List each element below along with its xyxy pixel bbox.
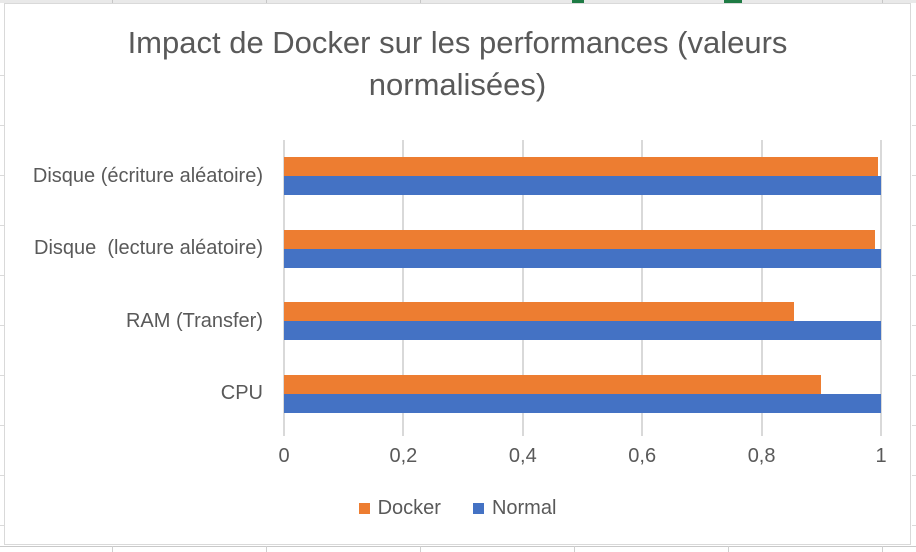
category-label: CPU [220, 382, 263, 405]
x-axis-tick [641, 429, 644, 436]
x-axis-tick [760, 429, 763, 436]
sheet-row-border [912, 525, 916, 526]
gridline [402, 140, 405, 430]
sheet-row-border [0, 525, 4, 526]
x-axis-label: 0,8 [747, 445, 776, 467]
gridline [641, 140, 644, 430]
bar-group [284, 285, 881, 358]
x-axis-tick [880, 429, 882, 436]
sheet-selection-mark [572, 0, 584, 3]
sheet-row-border [0, 325, 4, 326]
bar-normal[interactable] [284, 176, 881, 195]
gridline [521, 140, 524, 430]
bar-docker[interactable] [284, 157, 878, 176]
sheet-row-border [0, 125, 4, 126]
sheet-cell-border [882, 0, 883, 3]
chart-panel[interactable]: Impact de Docker sur les performances (v… [4, 3, 911, 545]
sheet-row-border [912, 375, 916, 376]
category-label-cell: Disque (écriture aléatoire) [5, 140, 263, 213]
bar-normal[interactable] [284, 321, 881, 340]
sheet-row-border [912, 125, 916, 126]
x-axis-label: 0 [278, 445, 290, 467]
sheet-cell-border [266, 546, 267, 552]
x-axis-tick [402, 429, 405, 436]
legend-item-docker: Docker [358, 496, 441, 520]
sheet-row-border [912, 475, 916, 476]
sheet-row-border [0, 375, 4, 376]
sheet-cell-border [112, 0, 113, 3]
sheet-row-border [912, 425, 916, 426]
bar-docker[interactable] [284, 302, 795, 321]
sheet-row-border [0, 275, 4, 276]
plot-area [283, 140, 882, 431]
sheet-row-border [0, 75, 4, 76]
bar-group [284, 358, 881, 431]
x-axis-label: 0,4 [508, 445, 537, 467]
x-axis-label: 1 [875, 445, 887, 467]
sheet-cell-border [420, 0, 421, 3]
bar-docker[interactable] [284, 229, 876, 249]
sheet-cell-border [574, 546, 575, 552]
sheet-row-border [912, 225, 916, 226]
bar-docker[interactable] [284, 374, 822, 394]
x-axis-tick [521, 429, 524, 436]
value-axis: 0 0,2 0,4 0,6 0,8 1 [278, 429, 887, 479]
sheet-row-border [912, 175, 916, 176]
x-axis-tick [283, 429, 285, 436]
category-label: Disque (écriture aléatoire) [32, 164, 263, 187]
sheet-cell-border [728, 546, 729, 552]
sheet-cell-border [882, 546, 883, 552]
bar-group [284, 213, 881, 286]
sheet-row-border [912, 275, 916, 276]
sheet-cell-border [266, 0, 267, 3]
sheet-cell-border [112, 546, 113, 552]
sheet-row-border [0, 175, 4, 176]
legend-swatch-normal [472, 502, 484, 514]
category-label-cell: Disque (lecture aléatoire) [5, 213, 263, 286]
legend-swatch-docker [358, 502, 370, 514]
bar-normal[interactable] [284, 248, 881, 268]
legend: Docker Normal [5, 494, 910, 522]
legend-label: Normal [491, 496, 557, 519]
spreadsheet-top-row [0, 0, 916, 3]
sheet-row-border [0, 225, 4, 226]
x-axis-label: 0,6 [628, 445, 657, 467]
sheet-selection-mark [724, 0, 742, 3]
bar-normal[interactable] [284, 393, 881, 413]
bar-group [284, 140, 881, 213]
sheet-row-border [912, 325, 916, 326]
gridline [283, 140, 285, 430]
chart-title: Impact de Docker sur les performances (v… [127, 25, 788, 102]
category-label: Disque (lecture aléatoire) [34, 237, 263, 260]
sheet-row-border [912, 75, 916, 76]
gridline [880, 140, 882, 430]
spreadsheet-bottom-gridline [0, 546, 916, 547]
legend-label: Docker [377, 496, 441, 519]
category-label-cell: CPU [5, 358, 263, 431]
sheet-row-border [0, 475, 4, 476]
category-axis: Disque (écriture aléatoire) Disque (lectu… [5, 140, 263, 430]
category-label: RAM (Transfer) [125, 309, 263, 332]
x-axis-label: 0,2 [389, 445, 418, 467]
category-label-cell: RAM (Transfer) [5, 285, 263, 358]
legend-item-normal: Normal [472, 496, 557, 520]
sheet-cell-border [420, 546, 421, 552]
gridline [760, 140, 763, 430]
sheet-row-border [0, 425, 4, 426]
